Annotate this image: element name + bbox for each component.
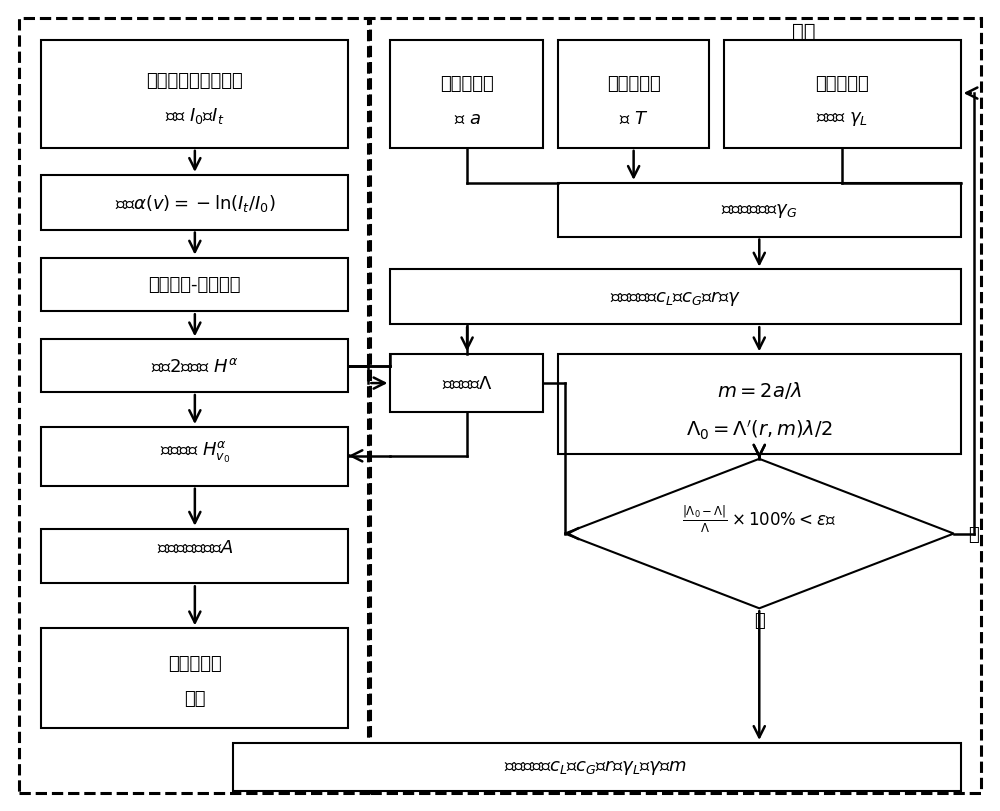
Bar [558,354,961,454]
Text: 数字锁相-低通滤波: 数字锁相-低通滤波 [149,276,241,294]
Text: $\Lambda_0=\Lambda'(r,m)\lambda/2$: $\Lambda_0=\Lambda'(r,m)\lambda/2$ [686,418,833,441]
Bar [724,41,961,148]
Text: 度值: 度值 [184,689,206,707]
Bar [41,175,348,230]
Text: 测量背景光强与透射: 测量背景光强与透射 [146,72,243,90]
Bar [41,529,348,584]
Bar [41,629,348,728]
Text: 测量调制深: 测量调制深 [440,75,494,93]
Bar [41,258,348,312]
Bar [19,19,368,792]
Bar [390,270,961,325]
Text: 光强 $I_0$，$I_t$: 光强 $I_0$，$I_t$ [165,106,225,126]
Text: 度 $T$: 度 $T$ [619,109,648,128]
Bar [558,41,709,148]
Text: 计算参数：$c_L$、$c_G$、$r$、$\gamma$: 计算参数：$c_L$、$c_G$、$r$、$\gamma$ [610,289,741,307]
Text: 计算积分吸光度$A$: 计算积分吸光度$A$ [157,538,233,556]
Text: 度 $a$: 度 $a$ [454,109,481,128]
Polygon shape [565,459,954,608]
Bar [558,183,961,238]
Text: 计算高斯展宽$\gamma_G$: 计算高斯展宽$\gamma_G$ [721,201,797,220]
Text: 洛伦兹展宽: 洛伦兹展宽 [815,75,869,93]
Text: 初始值 $\gamma_L$: 初始值 $\gamma_L$ [816,109,868,128]
Bar [390,354,543,413]
Bar [390,41,543,148]
Text: 计算$\alpha(v)=-\ln(I_t/I_0)$: 计算$\alpha(v)=-\ln(I_t/I_0)$ [115,193,275,214]
Bar [370,19,981,792]
Text: 否: 否 [968,525,979,543]
Bar [41,427,348,486]
Bar [233,743,961,791]
Bar [41,41,348,148]
Text: 测量气体温: 测量气体温 [607,75,661,93]
Text: $\frac{|\Lambda_0-\Lambda|}{\Lambda}\times100\%<\varepsilon$？: $\frac{|\Lambda_0-\Lambda|}{\Lambda}\tim… [682,504,836,534]
Text: 计算峰宽$\Lambda$: 计算峰宽$\Lambda$ [442,375,492,393]
Bar [41,340,348,393]
Text: 计算峰高 $H^{\alpha}_{v_0}$: 计算峰高 $H^{\alpha}_{v_0}$ [160,440,230,465]
Text: $m=2a/\lambda$: $m=2a/\lambda$ [717,379,802,400]
Text: 更新: 更新 [792,22,816,41]
Text: 计算气体浓: 计算气体浓 [168,654,222,672]
Text: 是: 是 [754,611,765,629]
Text: 得到2次谐波 $H^{\alpha}$: 得到2次谐波 $H^{\alpha}$ [151,358,239,375]
Text: 得到参数：$c_L$、$c_G$、$r$、$\gamma_L$、$\gamma$、$m$: 得到参数：$c_L$、$c_G$、$r$、$\gamma_L$、$\gamma$… [504,757,687,776]
